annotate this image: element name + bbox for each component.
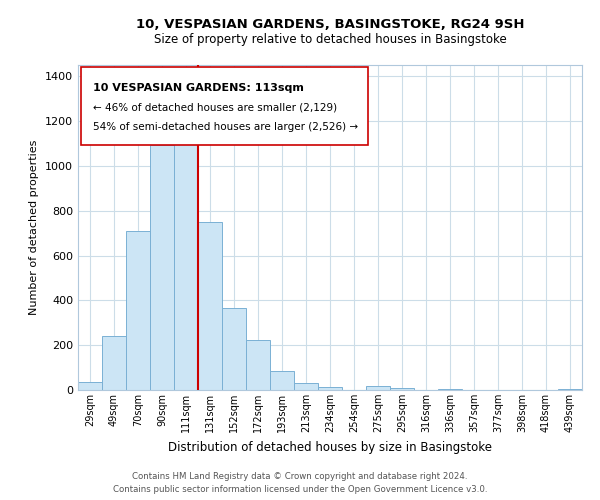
Bar [78,382,102,390]
Bar [222,308,246,390]
Text: 54% of semi-detached houses are larger (2,526) →: 54% of semi-detached houses are larger (… [93,122,358,132]
Bar [102,336,126,390]
Text: 10, VESPASIAN GARDENS, BASINGSTOKE, RG24 9SH: 10, VESPASIAN GARDENS, BASINGSTOKE, RG24… [136,18,524,30]
Bar [270,371,294,390]
Text: Contains HM Land Registry data © Crown copyright and database right 2024.: Contains HM Land Registry data © Crown c… [132,472,468,481]
Bar [246,340,270,390]
Text: Contains public sector information licensed under the Open Government Licence v3: Contains public sector information licen… [113,485,487,494]
Text: 10 VESPASIAN GARDENS: 113sqm: 10 VESPASIAN GARDENS: 113sqm [93,83,304,93]
Text: Size of property relative to detached houses in Basingstoke: Size of property relative to detached ho… [154,32,506,46]
Y-axis label: Number of detached properties: Number of detached properties [29,140,40,315]
Bar [174,141,198,390]
X-axis label: Distribution of detached houses by size in Basingstoke: Distribution of detached houses by size … [168,440,492,454]
Bar [198,222,222,390]
Text: ← 46% of detached houses are smaller (2,129): ← 46% of detached houses are smaller (2,… [93,102,337,113]
Bar [150,144,174,390]
Bar [390,388,414,390]
Bar [294,384,318,390]
Bar [318,386,342,390]
Bar [558,389,582,390]
FancyBboxPatch shape [80,66,368,144]
Bar [438,389,462,390]
Bar [366,386,390,390]
Bar [126,231,150,390]
